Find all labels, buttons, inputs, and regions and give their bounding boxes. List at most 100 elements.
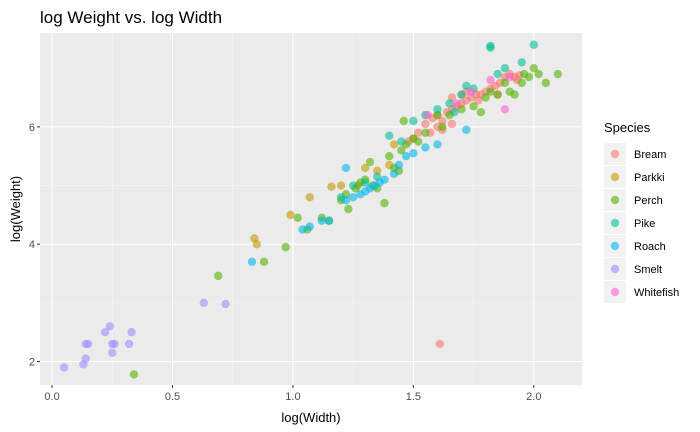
point-roach — [348, 193, 358, 202]
point-parkki — [327, 182, 336, 191]
point-smelt — [83, 339, 93, 349]
point-pike — [486, 41, 495, 51]
point-whitefish — [423, 110, 433, 120]
point-roach — [341, 163, 351, 173]
point-smelt — [59, 363, 69, 372]
x-axis-label: log(Width) — [281, 410, 340, 425]
point-perch — [129, 370, 139, 379]
point-roach — [341, 196, 351, 205]
point-bream — [438, 116, 447, 126]
point-perch — [421, 128, 430, 137]
point-perch — [259, 257, 269, 266]
point-smelt — [81, 354, 90, 363]
point-perch — [541, 78, 551, 88]
x-tick-label: 0.0 — [44, 391, 59, 403]
point-perch — [534, 69, 543, 79]
legend-label-pike: Pike — [634, 218, 655, 230]
point-roach — [305, 222, 314, 231]
point-roach — [394, 160, 404, 170]
point-whitefish — [505, 72, 514, 82]
point-pike — [433, 105, 442, 114]
point-parkki — [305, 193, 314, 202]
point-perch — [380, 198, 389, 208]
legend-label-parkki: Parkki — [634, 172, 665, 184]
point-perch — [293, 213, 302, 222]
point-roach — [401, 152, 411, 161]
point-parkki — [373, 166, 382, 176]
point-pike — [457, 90, 466, 99]
point-pike — [361, 178, 370, 187]
chart-title: log Weight vs. log Width — [40, 8, 222, 27]
point-pike — [529, 40, 539, 49]
point-pike — [397, 137, 406, 146]
legend-marker-pike — [610, 218, 620, 228]
point-smelt — [199, 298, 209, 308]
point-pike — [500, 63, 510, 73]
y-tick-label: 4 — [29, 239, 35, 251]
point-smelt — [110, 339, 119, 349]
point-smelt — [105, 322, 115, 331]
point-perch — [476, 108, 486, 117]
point-perch — [553, 69, 563, 79]
legend: Species Bream Parkki Perch Pike Roach Smelt Wh… — [604, 120, 679, 303]
point-perch — [524, 72, 534, 82]
point-bream — [413, 128, 423, 137]
point-perch — [438, 122, 447, 132]
legend-marker-smelt — [610, 264, 620, 274]
y-tick-label: 6 — [29, 122, 35, 134]
point-perch — [365, 157, 375, 167]
point-smelt — [108, 348, 117, 357]
point-pike — [445, 99, 454, 108]
point-perch — [500, 78, 510, 88]
legend-marker-parkki — [610, 172, 620, 182]
point-bream — [421, 119, 430, 129]
legend-label-smelt: Smelt — [634, 264, 662, 276]
point-parkki — [361, 163, 370, 173]
point-perch — [486, 87, 495, 96]
point-parkki — [286, 210, 295, 220]
point-perch — [469, 102, 478, 111]
x-tick-label: 1.5 — [406, 391, 421, 403]
legend-label-roach: Roach — [634, 241, 666, 253]
point-roach — [409, 149, 418, 158]
point-roach — [324, 216, 334, 225]
point-perch — [214, 271, 223, 281]
point-roach — [389, 169, 399, 178]
point-perch — [397, 146, 406, 155]
point-perch — [529, 63, 539, 73]
point-perch — [281, 242, 290, 252]
point-perch — [517, 78, 526, 88]
point-bream — [447, 119, 457, 129]
point-smelt — [127, 328, 136, 337]
point-perch — [385, 152, 394, 161]
point-pike — [493, 69, 502, 79]
x-tick-label: 2.0 — [526, 391, 541, 403]
point-perch — [493, 90, 502, 99]
legend-marker-roach — [610, 241, 620, 251]
point-whitefish — [500, 105, 510, 114]
legend-label-bream: Bream — [634, 149, 666, 161]
point-perch — [344, 204, 353, 214]
point-roach — [247, 257, 257, 266]
point-smelt — [221, 299, 230, 309]
point-perch — [399, 116, 408, 126]
point-parkki — [389, 140, 399, 149]
point-smelt — [124, 339, 134, 349]
legend-title: Species — [604, 120, 651, 135]
point-parkki — [336, 181, 346, 190]
x-axis: 0.0 0.5 1.0 1.5 2.0 — [44, 385, 541, 403]
point-smelt — [100, 328, 110, 337]
point-bream — [435, 339, 445, 349]
point-perch — [413, 137, 423, 146]
legend-marker-bream — [610, 149, 620, 159]
x-tick-label: 1.0 — [285, 391, 300, 403]
point-pike — [462, 81, 471, 91]
point-roach — [317, 216, 327, 225]
point-pike — [409, 116, 418, 126]
grid — [40, 33, 582, 385]
legend-marker-whitefish — [610, 287, 620, 297]
point-roach — [462, 125, 471, 134]
point-whitefish — [486, 75, 495, 85]
point-roach — [380, 175, 389, 184]
